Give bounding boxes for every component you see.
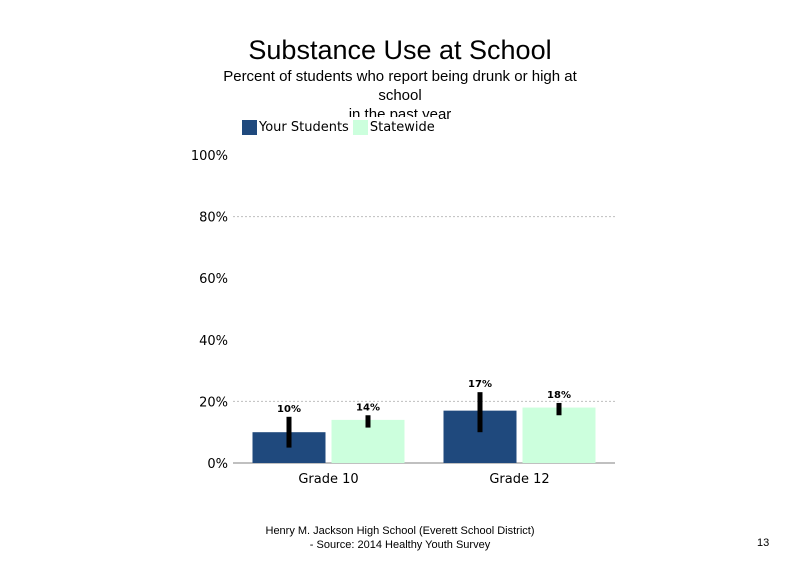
slide-title: Substance Use at School [248,35,552,65]
subtitle-line-2: school [378,87,422,104]
y-tick-label: 40% [199,334,228,349]
data-label: 10% [277,404,301,415]
data-label: 17% [468,379,492,390]
legend-label-your-students: Your Students [259,119,349,135]
y-tick-label: 80% [199,211,228,226]
subtitle-line-1: Percent of students who report being dru… [223,68,577,85]
chart-legend: Your Students Statewide [242,117,439,137]
legend-swatch-your-students [242,119,257,135]
data-label: 18% [547,390,571,401]
legend-swatch-statewide [352,119,368,135]
y-tick-label: 0% [207,457,228,472]
legend-item-your-students: Your Students [242,119,349,135]
data-label: 14% [356,402,380,413]
bar-1-1 [522,407,596,463]
slide-subtitle: Percent of students who report being dru… [200,67,600,124]
x-category-label: Grade 10 [298,472,358,487]
legend-item-statewide: Statewide [352,119,435,135]
footer-source-line: - Source: 2014 Healthy Youth Survey [309,539,491,551]
y-tick-label: 60% [199,272,228,287]
x-category-label: Grade 12 [489,472,549,487]
legend-label-statewide: Statewide [369,119,435,135]
y-tick-label: 20% [199,395,228,410]
y-tick-label: 100% [191,149,228,164]
footer-school-line: Henry M. Jackson High School (Everett Sc… [265,525,535,537]
slide-footer: Henry M. Jackson High School (Everett Sc… [200,524,600,552]
page-number: 13 [757,537,770,549]
